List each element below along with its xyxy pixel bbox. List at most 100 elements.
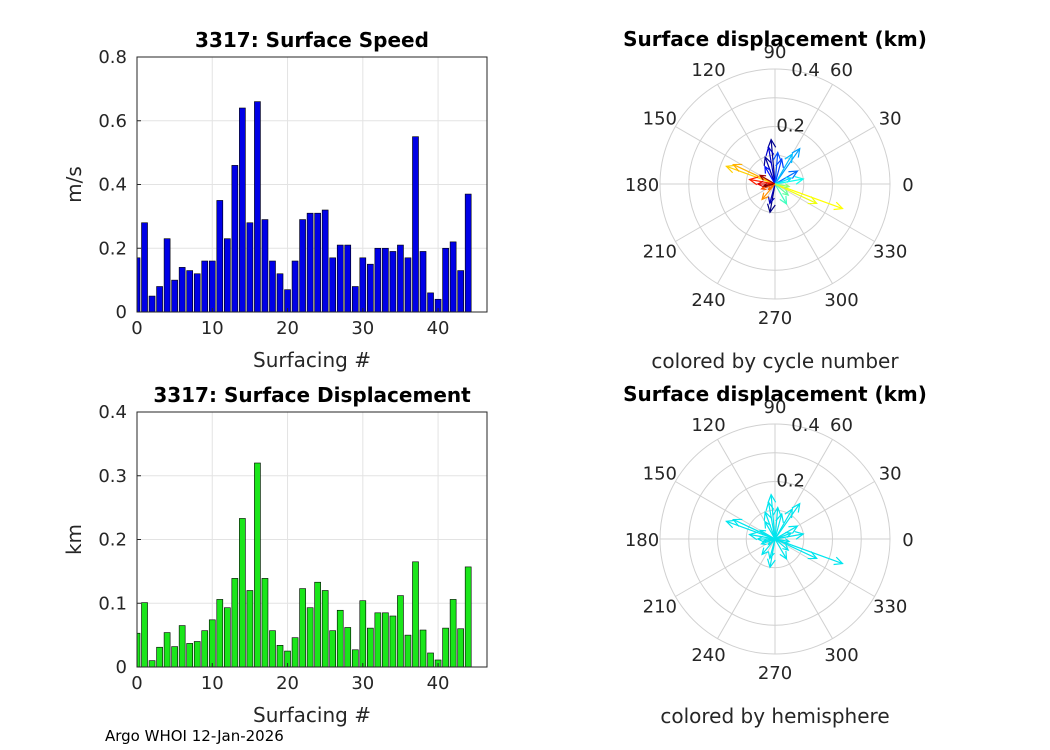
speed-bar bbox=[224, 238, 231, 313]
displacement-bar bbox=[367, 627, 374, 668]
speed-y-tick-label: 0 bbox=[116, 302, 127, 323]
displacement-bar bbox=[156, 646, 163, 668]
speed-bar bbox=[336, 244, 344, 313]
hemisphere-displacement-arrow bbox=[772, 506, 782, 540]
speed-bar bbox=[397, 244, 404, 313]
displacement-bar bbox=[404, 634, 412, 668]
speed-bar bbox=[314, 212, 321, 313]
cycle-angle-label: 90 bbox=[764, 42, 787, 63]
displacement-x-tick-label: 20 bbox=[276, 673, 299, 694]
displacement-bar-chart: 0 10 20 30 40 0 0.1 0.2 0.3 0.4 3317: Surface Dis… bbox=[62, 383, 488, 727]
speed-bar-chart: 0 10 20 30 40 0 0.2 0.4 0.6 0.8 3317: Surface Spe… bbox=[62, 28, 488, 372]
speed-bar bbox=[239, 107, 246, 313]
speed-bar bbox=[186, 270, 193, 313]
displacement-bar bbox=[186, 643, 193, 668]
polar-spoke bbox=[717, 183, 776, 284]
speed-y-tick-label: 0.4 bbox=[98, 175, 127, 196]
speed-bar bbox=[412, 136, 419, 313]
displacement-bar bbox=[329, 630, 337, 668]
cycle-displacement-arrow bbox=[772, 151, 782, 185]
displacement-bar bbox=[269, 630, 276, 668]
displacement-y-tick-label: 0.1 bbox=[98, 593, 127, 614]
cycle-displacement-arrow bbox=[765, 145, 776, 185]
speed-y-tick-label: 0.6 bbox=[98, 111, 127, 132]
displacement-bar bbox=[457, 628, 464, 668]
speed-bar bbox=[344, 244, 352, 313]
displacement-bar bbox=[276, 645, 284, 668]
hemisphere-displacement-arrow bbox=[774, 530, 805, 540]
cycle-displacement-arrow bbox=[732, 163, 776, 185]
displacement-bar bbox=[261, 578, 269, 668]
hemisphere-angle-label: 240 bbox=[691, 645, 725, 666]
speed-x-tick-label: 20 bbox=[276, 318, 299, 339]
displacement-bar bbox=[321, 590, 329, 668]
hemisphere-radius-label: 0.4 bbox=[791, 415, 820, 436]
cycle-displacement-arrow bbox=[774, 152, 793, 185]
displacement-bar bbox=[449, 599, 457, 668]
speed-bar bbox=[367, 263, 374, 313]
polar-cycle-title: Surface displacement (km) bbox=[623, 27, 927, 51]
cycle-radius-label: 0.2 bbox=[776, 116, 805, 137]
hemisphere-displacement-arrow bbox=[774, 538, 790, 551]
speed-x-tick-label: 30 bbox=[351, 318, 374, 339]
hemisphere-displacement-arrow bbox=[765, 500, 776, 540]
polar-spoke bbox=[675, 538, 776, 597]
speed-bar bbox=[351, 286, 359, 313]
speed-bar bbox=[291, 260, 299, 313]
displacement-x-tick-label: 10 bbox=[201, 673, 224, 694]
speed-bar bbox=[171, 279, 178, 313]
displacement-y-axis-label: km bbox=[62, 524, 86, 555]
cycle-displacement-arrow bbox=[774, 183, 790, 196]
speed-bar bbox=[246, 222, 254, 313]
displacement-x-tick-label: 40 bbox=[427, 673, 450, 694]
polar-spoke bbox=[774, 538, 875, 597]
speed-bar bbox=[382, 247, 389, 313]
displacement-bar bbox=[419, 629, 427, 668]
hemisphere-angle-label: 30 bbox=[879, 464, 902, 485]
cycle-displacement-arrow bbox=[774, 175, 805, 185]
cycle-displacement-arrow bbox=[774, 183, 844, 211]
displacement-bar bbox=[336, 609, 344, 668]
hemisphere-displacement-arrow bbox=[774, 512, 784, 540]
cycle-radius-label: 0.4 bbox=[791, 60, 820, 81]
hemisphere-angle-label: 90 bbox=[764, 397, 787, 418]
polar-spoke bbox=[675, 126, 776, 185]
hemisphere-displacement-arrow bbox=[767, 538, 776, 560]
hemisphere-displacement-arrow bbox=[774, 538, 844, 566]
polar-spoke bbox=[774, 183, 875, 242]
hemisphere-displacement-arrow bbox=[774, 538, 818, 560]
hemisphere-angle-label: 150 bbox=[643, 464, 677, 485]
polar-spoke bbox=[675, 183, 776, 242]
displacement-x-tick-label: 30 bbox=[351, 673, 374, 694]
hemisphere-angle-label: 330 bbox=[873, 597, 907, 618]
hemisphere-displacement-arrow bbox=[774, 502, 801, 540]
hemisphere-displacement-arrow bbox=[774, 507, 793, 540]
cycle-angle-label: 210 bbox=[643, 242, 677, 263]
speed-x-axis-label: Surfacing # bbox=[253, 348, 371, 372]
displacement-bar bbox=[246, 590, 254, 668]
displacement-bar bbox=[224, 607, 231, 668]
hemisphere-angle-label: 210 bbox=[643, 597, 677, 618]
displacement-bar bbox=[351, 649, 359, 668]
hemisphere-displacement-arrow bbox=[732, 518, 776, 540]
polar-displacement-hemisphere: 0 30 60 90 120 150 180 210 240 270 300 330 0.2 0.4 Su… bbox=[623, 382, 927, 728]
hemisphere-displacement-arrow bbox=[725, 519, 776, 540]
cycle-displacement-arrow bbox=[774, 147, 801, 185]
footer-text: Argo WHOI 12-Jan-2026 bbox=[105, 727, 284, 745]
displacement-bar bbox=[231, 578, 239, 668]
displacement-bar bbox=[254, 462, 261, 668]
hemisphere-displacement-arrow bbox=[764, 520, 776, 540]
cycle-angle-label: 150 bbox=[643, 109, 677, 130]
displacement-bar bbox=[427, 652, 434, 668]
speed-bar bbox=[163, 238, 171, 313]
speed-bar bbox=[419, 251, 427, 313]
hemisphere-displacement-arrow bbox=[758, 529, 776, 540]
cycle-displacement-arrow bbox=[764, 165, 776, 185]
displacement-y-tick-label: 0 bbox=[116, 657, 127, 678]
displacement-bar bbox=[178, 625, 186, 668]
cycle-angle-label: 30 bbox=[879, 109, 902, 130]
hemisphere-angle-label: 60 bbox=[830, 415, 853, 436]
displacement-bar bbox=[148, 660, 156, 668]
speed-bar bbox=[269, 260, 276, 313]
